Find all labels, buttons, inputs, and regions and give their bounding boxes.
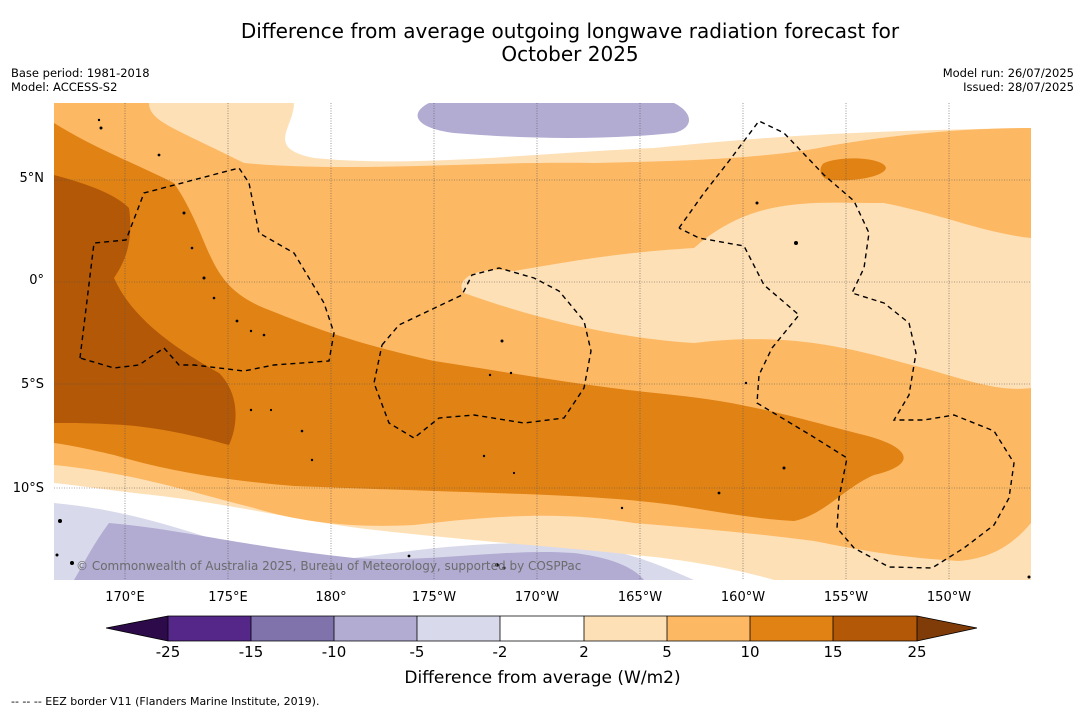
colorbar-tick: 5 [662, 643, 672, 661]
colorbar-tick: -10 [321, 643, 347, 661]
lon-label-170w: 170°W [514, 590, 560, 605]
model-name: Model: ACCESS-S2 [11, 80, 118, 94]
band-10-15 [54, 123, 904, 521]
hot-spot [820, 158, 886, 181]
model-run: Model run: 26/07/2025 [942, 66, 1074, 80]
lon-label-180: 180° [315, 590, 347, 605]
lon-label-175w: 175°W [411, 590, 457, 605]
colorbar-seg-neg10-neg5 [334, 616, 417, 641]
colorbar-tick: -25 [155, 643, 181, 661]
colorbar-extend-high [917, 616, 977, 641]
lon-label-165w: 165°W [617, 590, 663, 605]
eez-borders [79, 120, 1015, 569]
lon-label-155w: 155°W [823, 590, 869, 605]
colorbar-seg-neg25-neg15 [168, 616, 251, 641]
colorbar-seg-neg15-neg10 [251, 616, 334, 641]
chart-title: Difference from average outgoing longwav… [130, 20, 1010, 66]
lat-label-0: 0° [29, 273, 44, 288]
colorbar-tick: -15 [238, 643, 264, 661]
copyright-notice: © Commonwealth of Australia 2025, Bureau… [76, 559, 582, 573]
colorbar-seg-neg2-2 [500, 616, 584, 641]
colorbar [106, 615, 978, 642]
lon-label-175e: 175°E [208, 590, 248, 605]
lon-label-150w: 150°W [926, 590, 972, 605]
title-line-1: Difference from average outgoing longwav… [240, 19, 900, 43]
band-neg5-neg10-north [417, 103, 689, 138]
colorbar-tick: -5 [409, 643, 425, 661]
eez-legend-note: -- -- -- EEZ border V11 (Flanders Marine… [11, 695, 320, 708]
lat-label-10s: 10°S [12, 481, 44, 496]
colorbar-seg-10-15 [750, 616, 833, 641]
colorbar-seg-neg5-neg2 [417, 616, 500, 641]
band-neg5-neg10 [74, 523, 644, 580]
colorbar-tick: 2 [579, 643, 589, 661]
anomaly-map [54, 103, 1031, 580]
meta-right: Model run: 26/07/2025 Issued: 28/07/2025 [943, 66, 1074, 94]
lat-label-5s: 5°S [20, 377, 44, 392]
lat-label-5n: 5°N [19, 171, 45, 186]
colorbar-tick: 10 [740, 643, 760, 661]
colorbar-extend-low [106, 616, 168, 641]
base-period: Base period: 1981-2018 [11, 66, 150, 80]
lon-label-170e: 170°E [105, 590, 145, 605]
issued-date: Issued: 28/07/2025 [963, 80, 1074, 94]
map-area [54, 103, 1031, 580]
colorbar-seg-5-10 [667, 616, 750, 641]
colorbar-label: Difference from average (W/m2) [404, 668, 681, 688]
islands [55, 118, 1031, 579]
lon-label-160w: 160°W [720, 590, 766, 605]
title-line-2: October 2025 [501, 42, 639, 66]
colorbar-tick: -2 [492, 643, 508, 661]
colorbar-seg-15-25 [833, 616, 917, 641]
colorbar-tick: 25 [907, 643, 927, 661]
meta-left: Base period: 1981-2018 Model: ACCESS-S2 [11, 66, 150, 94]
colorbar-seg-2-5 [584, 616, 667, 641]
colorbar-tick: 15 [823, 643, 843, 661]
